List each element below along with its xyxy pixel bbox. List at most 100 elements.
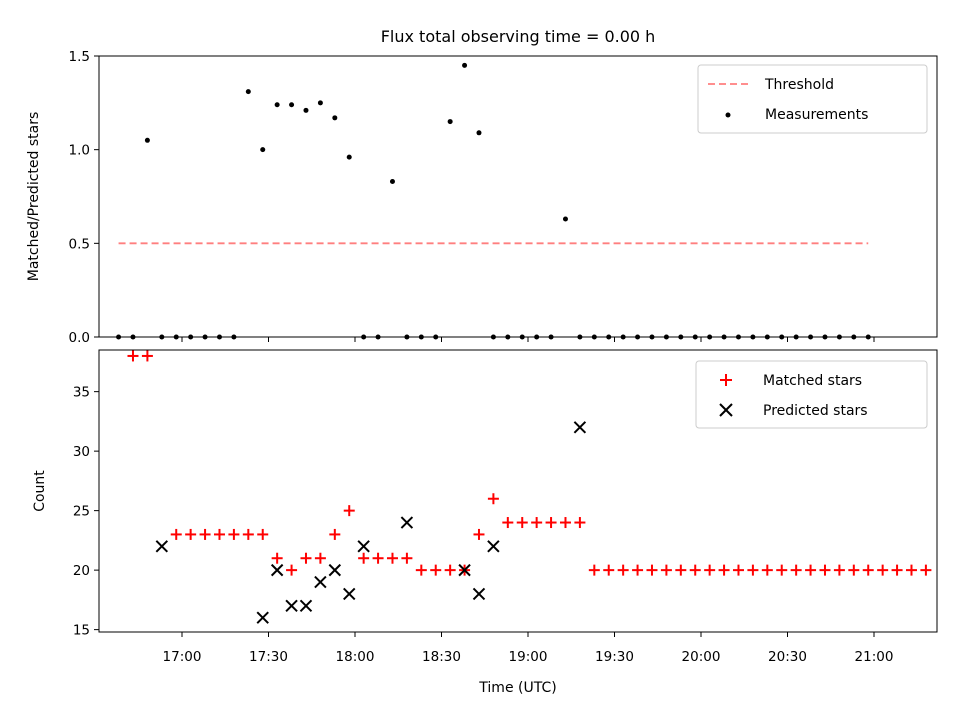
chart-title: Flux total observing time = 0.00 h	[381, 27, 656, 46]
predicted-star-marker	[458, 563, 471, 577]
measurements-legend-label: Measurements	[765, 107, 868, 123]
matched-star-marker	[185, 528, 197, 540]
matched-star-marker	[732, 564, 744, 576]
matched-star-marker	[170, 528, 182, 540]
bottom-y-tick-label: 25	[73, 504, 90, 520]
bottom-y-tick-label: 20	[73, 563, 90, 579]
predicted-star-marker-b	[270, 563, 284, 577]
matched-star-marker	[444, 564, 456, 576]
matched-star-marker	[545, 517, 557, 529]
matched-star-marker	[430, 564, 442, 576]
top-y-tick-label: 0.5	[69, 236, 90, 252]
matched-star-marker	[704, 564, 716, 576]
matched-star-marker	[401, 552, 413, 564]
predicted-star-marker-b	[487, 540, 500, 553]
matched-star-marker	[372, 552, 384, 564]
bottom-x-tick-label: 21:00	[855, 649, 894, 665]
bottom-y-tick-label: 15	[73, 623, 90, 639]
matched-star-marker	[660, 564, 672, 576]
bottom-x-tick-label: 20:30	[768, 649, 807, 665]
matched-star-marker	[314, 552, 326, 564]
matched-star-marker	[689, 564, 701, 576]
predicted-star-marker-b	[256, 611, 269, 624]
matched-star-marker	[862, 564, 874, 576]
predicted-star-marker	[256, 611, 269, 624]
measurement-point	[562, 216, 568, 222]
bottom-y-axis: 15 20 25 30 35	[73, 385, 99, 639]
predicted-star-marker-b	[458, 563, 471, 577]
matched-star-marker	[127, 350, 139, 362]
matched-star-marker	[718, 564, 730, 576]
bottom-x-tick-label: 18:00	[336, 649, 375, 665]
matched-star-marker	[531, 517, 543, 529]
matched-star-marker	[386, 552, 398, 564]
matched-star-marker	[242, 528, 254, 540]
predicted-star-marker	[285, 599, 298, 613]
matched-star-marker	[559, 517, 571, 529]
matched-star-marker	[473, 528, 485, 540]
measurement-point	[462, 62, 468, 68]
matched-star-marker	[819, 564, 831, 576]
matched-stars-layer	[127, 350, 932, 576]
matched-star-marker	[300, 552, 312, 564]
predicted-star-marker	[299, 599, 313, 613]
matched-star-marker	[603, 564, 615, 576]
matched-star-marker	[905, 564, 917, 576]
matched-stars-legend-label: Matched stars	[763, 373, 862, 389]
measurement-point	[332, 115, 338, 121]
measurement-point	[303, 107, 309, 113]
predicted-star-marker-b	[328, 563, 342, 577]
measurement-point	[274, 102, 280, 108]
matched-star-marker	[415, 564, 427, 576]
top-legend: Threshold Measurements	[697, 64, 928, 134]
predicted-star-marker-b	[343, 587, 356, 601]
matched-star-marker	[141, 350, 153, 362]
matched-star-marker	[286, 564, 298, 576]
predicted-star-marker-b	[357, 540, 370, 553]
top-y-axis: 0.0 0.5 1.0 1.5	[69, 49, 99, 346]
predicted-star-marker-b	[400, 516, 414, 529]
predicted-star-marker-b	[472, 587, 486, 601]
measurement-point	[346, 154, 352, 160]
top-y-axis-label: Matched/Predicted stars	[26, 112, 42, 282]
bottom-axes-frame	[98, 349, 938, 633]
measurement-point	[389, 179, 395, 185]
top-x-tick-marks	[181, 337, 875, 342]
top-y-tick-label: 0.0	[69, 330, 90, 346]
predicted-star-marker-b	[285, 599, 298, 613]
predicted-star-marker-b	[155, 540, 169, 553]
measurement-point	[289, 102, 295, 108]
predicted-star-marker	[400, 516, 414, 529]
matched-star-marker	[646, 564, 658, 576]
matched-star-marker	[920, 564, 932, 576]
matched-star-marker	[848, 564, 860, 576]
predicted-stars-legend-label: Predicted stars	[763, 403, 868, 419]
bottom-legend: Matched stars Predicted stars	[695, 360, 928, 429]
bottom-legend-box	[695, 360, 928, 429]
matched-star-marker	[213, 528, 225, 540]
top-y-tick-label: 1.5	[69, 49, 90, 65]
predicted-star-marker-b	[299, 599, 313, 613]
predicted-stars-layer	[155, 421, 587, 624]
matched-star-marker	[502, 517, 514, 529]
measurement-point	[245, 89, 251, 95]
predicted-star-marker	[155, 540, 169, 553]
matched-star-marker	[574, 517, 586, 529]
matched-star-marker	[761, 564, 773, 576]
predicted-star-marker	[328, 563, 342, 577]
matched-star-marker	[675, 564, 687, 576]
top-plot-area: 0.0 0.5 1.0 1.5	[69, 49, 938, 346]
top-y-tick-label: 1.0	[69, 143, 90, 159]
measurements-legend-swatch	[725, 112, 731, 118]
matched-star-marker	[343, 505, 355, 517]
matched-star-marker	[588, 564, 600, 576]
bottom-x-tick-label: 20:00	[682, 649, 721, 665]
predicted-star-marker	[573, 421, 587, 434]
matched-star-marker	[487, 493, 499, 505]
measurement-point	[317, 100, 323, 106]
predicted-star-marker-b	[573, 421, 587, 434]
threshold-legend-label: Threshold	[764, 77, 834, 93]
matched-star-marker	[516, 517, 528, 529]
bottom-y-tick-label: 35	[73, 385, 90, 401]
